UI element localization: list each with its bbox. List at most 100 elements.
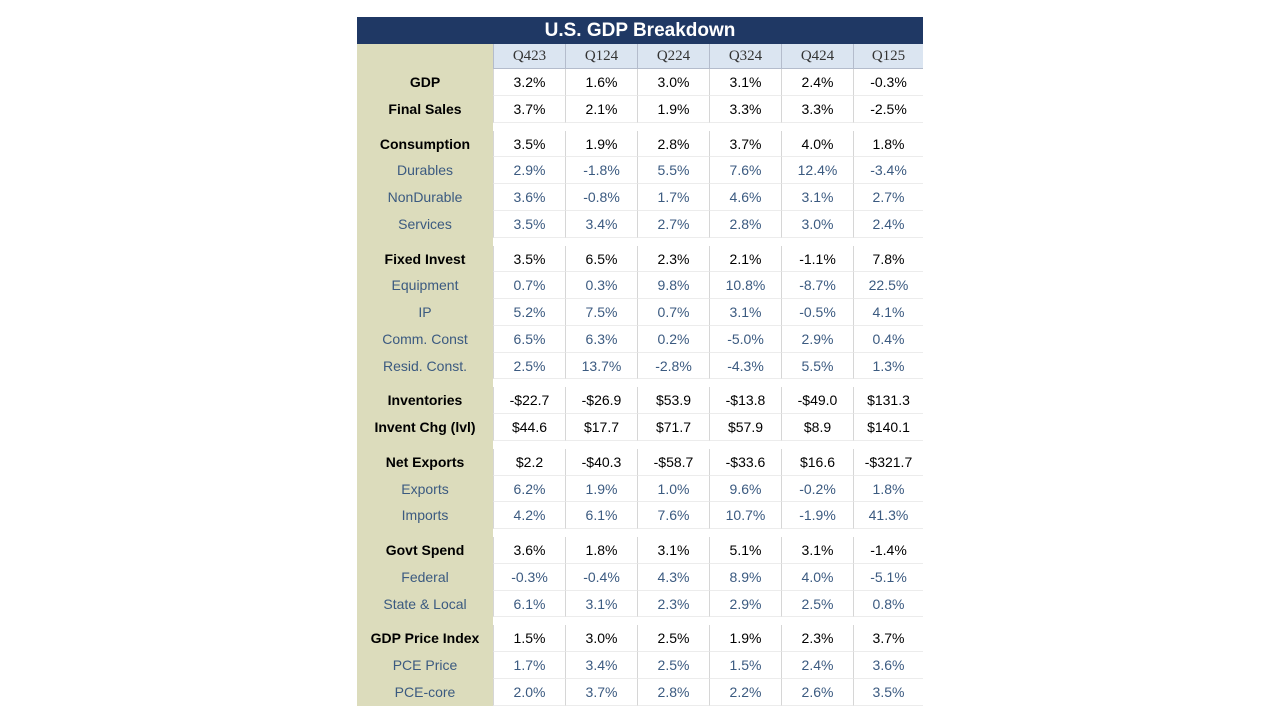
value-cell: 2.8% [709, 210, 781, 238]
value-cell: 3.0% [781, 210, 853, 238]
value-cell: -1.9% [781, 502, 853, 529]
value-cell: $44.6 [493, 414, 565, 441]
group-spacer [357, 617, 923, 626]
value-cell: 3.5% [493, 245, 565, 273]
value-cell: 2.7% [853, 184, 923, 211]
table-row: Exports 6.2% 1.9% 1.0% 9.6% -0.2% 1.8% [357, 475, 923, 503]
group-spacer-fill [493, 123, 923, 131]
value-cell: $53.9 [637, 387, 709, 414]
value-cell: 2.0% [493, 678, 565, 706]
value-cell: $16.6 [781, 448, 853, 476]
table-title: U.S. GDP Breakdown [357, 17, 923, 44]
value-cell: 3.3% [709, 95, 781, 123]
value-cell: 2.3% [637, 590, 709, 618]
value-cell: -$22.7 [493, 387, 565, 414]
value-cell: 3.1% [565, 590, 637, 618]
value-cell: $140.1 [853, 414, 923, 441]
value-cell: 2.4% [853, 210, 923, 238]
table-row: Net Exports $2.2 -$40.3 -$58.7 -$33.6 $16.6 -$… [357, 448, 923, 476]
value-cell: 9.8% [637, 272, 709, 299]
row-label: Exports [357, 475, 493, 503]
value-cell: 3.4% [565, 210, 637, 238]
value-cell: 0.7% [493, 272, 565, 299]
value-cell: -$49.0 [781, 387, 853, 414]
value-cell: 6.2% [493, 475, 565, 503]
value-cell: $17.7 [565, 414, 637, 441]
table-row: Federal -0.3% -0.4% 4.3% 8.9% 4.0% -5.1% [357, 563, 923, 591]
value-cell: 13.7% [565, 352, 637, 380]
group-spacer [357, 379, 923, 388]
table-row: Services 3.5% 3.4% 2.7% 2.8% 3.0% 2.4% [357, 210, 923, 238]
value-cell: 6.3% [565, 325, 637, 353]
value-cell: 1.7% [637, 184, 709, 211]
table-row: Comm. Const 6.5% 6.3% 0.2% -5.0% 2.9% 0.4% [357, 325, 923, 353]
column-header: Q125 [853, 44, 923, 69]
column-header: Q224 [637, 44, 709, 69]
value-cell: 7.5% [565, 299, 637, 326]
value-cell: 2.5% [781, 590, 853, 618]
value-cell: -0.3% [493, 563, 565, 591]
table-row: Durables 2.9% -1.8% 5.5% 7.6% 12.4% -3.4% [357, 157, 923, 184]
group-spacer [357, 529, 923, 537]
value-cell: 1.8% [565, 537, 637, 564]
value-cell: 41.3% [853, 502, 923, 529]
value-cell: 3.7% [853, 625, 923, 652]
value-cell: 2.9% [781, 325, 853, 353]
row-label: Invent Chg (lvl) [357, 414, 493, 441]
value-cell: 12.4% [781, 157, 853, 184]
value-cell: 1.0% [637, 475, 709, 503]
column-header: Q423 [493, 44, 565, 69]
value-cell: 1.9% [565, 130, 637, 158]
row-label: GDP Price Index [357, 625, 493, 652]
row-label: Inventories [357, 387, 493, 414]
value-cell: 0.8% [853, 590, 923, 618]
row-label: Imports [357, 502, 493, 529]
row-label: Fixed Invest [357, 245, 493, 273]
value-cell: 3.1% [709, 299, 781, 326]
value-cell: -1.4% [853, 537, 923, 564]
value-cell: 3.5% [853, 678, 923, 706]
value-cell: -4.3% [709, 352, 781, 380]
value-cell: 4.0% [781, 563, 853, 591]
value-cell: 6.5% [565, 245, 637, 273]
column-header: Q324 [709, 44, 781, 69]
value-cell: 3.1% [637, 537, 709, 564]
group-spacer-label [357, 122, 493, 131]
group-spacer-label [357, 379, 493, 388]
table-row: Inventories -$22.7 -$26.9 $53.9 -$13.8 -$49.0… [357, 387, 923, 414]
value-cell: -$33.6 [709, 448, 781, 476]
value-cell: 2.5% [637, 625, 709, 652]
value-cell: 4.1% [853, 299, 923, 326]
group-spacer-fill [493, 617, 923, 625]
group-spacer [357, 122, 923, 131]
value-cell: -8.7% [781, 272, 853, 299]
value-cell: 1.8% [853, 475, 923, 503]
value-cell: 1.5% [709, 652, 781, 679]
value-cell: 3.6% [493, 537, 565, 564]
value-cell: -0.2% [781, 475, 853, 503]
table-row: PCE-core 2.0% 3.7% 2.8% 2.2% 2.6% 3.5% [357, 678, 923, 706]
row-label: Durables [357, 157, 493, 184]
value-cell: 1.3% [853, 352, 923, 380]
column-header-row: Q423 Q124 Q224 Q324 Q424 Q125 [357, 44, 923, 69]
value-cell: 3.6% [493, 184, 565, 211]
row-label: Resid. Const. [357, 352, 493, 380]
row-label: PCE Price [357, 652, 493, 679]
gdp-breakdown-table: U.S. GDP Breakdown Q423 Q124 Q224 Q324 Q424 Q… [357, 17, 923, 707]
value-cell: 22.5% [853, 272, 923, 299]
value-cell: 2.4% [781, 69, 853, 96]
value-cell: 7.6% [709, 157, 781, 184]
value-cell: 4.6% [709, 184, 781, 211]
group-spacer-label [357, 440, 493, 449]
group-spacer-fill [493, 238, 923, 246]
value-cell: 2.9% [493, 157, 565, 184]
value-cell: 2.6% [781, 678, 853, 706]
row-label: IP [357, 299, 493, 326]
value-cell: -$13.8 [709, 387, 781, 414]
row-label: Equipment [357, 272, 493, 299]
value-cell: 2.1% [565, 95, 637, 123]
group-spacer [357, 237, 923, 246]
value-cell: 3.5% [493, 130, 565, 158]
column-header: Q424 [781, 44, 853, 69]
value-cell: 3.1% [781, 184, 853, 211]
